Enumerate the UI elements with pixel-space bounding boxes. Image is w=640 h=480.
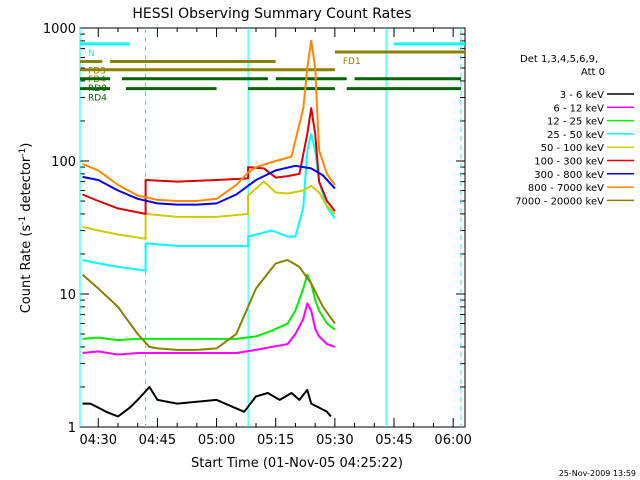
chart-title: HESSI Observing Summary Count Rates — [132, 6, 411, 22]
legend-title-line-1: Det 1,3,4,5,6,9, — [520, 54, 598, 65]
y-tick-label: 100 — [51, 155, 76, 170]
series-line — [82, 132, 336, 272]
legend-title-line-2: Att 0 — [581, 67, 605, 78]
series-line — [81, 259, 336, 351]
x-tick-label: 05:00 — [198, 433, 235, 448]
legend-label: 12 - 25 keV — [547, 117, 604, 128]
y-axis-label-sup-2: -1 — [18, 148, 28, 157]
legend-label: 100 - 300 keV — [534, 157, 604, 168]
y-tick-label: 1 — [68, 421, 76, 436]
y-axis-label-part-2: detector — [19, 156, 34, 216]
series-line — [82, 107, 336, 215]
x-tick-label: 04:30 — [80, 433, 117, 448]
y-axis-label-part-3: ) — [19, 143, 34, 148]
legend-label: 50 - 100 keV — [541, 143, 605, 154]
x-tick-label: 06:00 — [434, 433, 471, 448]
flag-label: FD3 — [88, 66, 106, 76]
legend-label: 3 - 6 keV — [560, 90, 604, 101]
legend-label: 800 - 7000 keV — [528, 183, 604, 194]
flag-label: FD1 — [343, 57, 361, 67]
y-axis-label-sup-1: -1 — [18, 216, 28, 225]
x-axis-label: Start Time (01-Nov-05 04:25:22) — [191, 456, 403, 471]
x-tick-label: 05:45 — [375, 433, 412, 448]
y-tick-label: 1000 — [43, 22, 76, 37]
y-axis-label: Count Rate (s-1 detector-1) — [18, 143, 34, 314]
flag-label: N — [88, 49, 95, 59]
series-line — [82, 164, 336, 206]
y-tick-label: 10 — [59, 288, 76, 303]
series-line — [82, 302, 336, 356]
flag-label: RD4 — [88, 94, 107, 104]
x-tick-label: 05:15 — [257, 433, 294, 448]
plot-area: 1 10 100 1000 04:30 04:45 05:00 05:15 05:30 05:45… — [43, 22, 472, 448]
legend-label: 300 - 800 keV — [534, 170, 604, 181]
x-tick-label: 05:30 — [316, 433, 353, 448]
legend-label: 25 - 50 keV — [547, 130, 604, 141]
x-tick-label: 04:45 — [139, 433, 176, 448]
legend-label: 7000 - 20000 keV — [515, 196, 604, 207]
legend: 3 - 6 keV 6 - 12 keV 12 - 25 keV 25 - 50 ke… — [515, 90, 634, 207]
legend-label: 6 - 12 keV — [553, 103, 604, 114]
timestamp: 25-Nov-2009 13:59 — [559, 469, 636, 478]
series-line — [82, 39, 336, 202]
series-line — [82, 180, 336, 240]
series-line — [82, 386, 332, 418]
y-axis-label-part-1: Count Rate (s — [19, 225, 34, 314]
